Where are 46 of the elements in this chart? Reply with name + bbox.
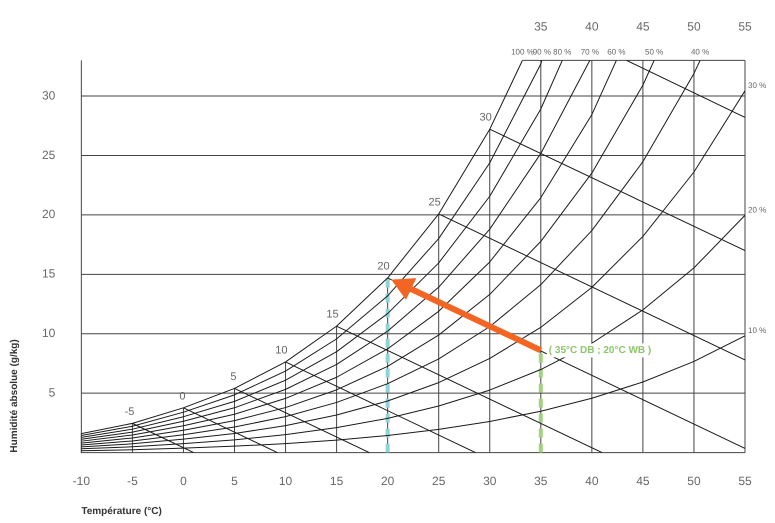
- y-tick-label: 25: [42, 148, 56, 162]
- x-tick-label: 55: [738, 474, 752, 488]
- y-axis-title: Humidité absolue (g/kg): [8, 339, 20, 453]
- series-label: 40 %: [690, 48, 710, 57]
- x-tick-label: 35: [534, 474, 548, 488]
- series-label: 10 %: [748, 326, 766, 335]
- x-tick-label: -10: [72, 474, 90, 488]
- x-tick-label: -5: [127, 474, 138, 488]
- x2-tick-label: 50: [687, 20, 701, 34]
- x-tick-label: 20: [380, 474, 395, 488]
- series-label: 25: [428, 196, 441, 208]
- x2-tick-label: 55: [738, 20, 752, 34]
- series-label: 5: [230, 370, 236, 383]
- x-axis-title: Température (°C): [81, 506, 162, 517]
- x-tick-label: 5: [231, 474, 238, 488]
- x2-tick-label: 35: [534, 20, 548, 34]
- y-tick-label: 10: [42, 326, 56, 340]
- x-tick-label: 30: [483, 474, 497, 488]
- series-label: 60 %: [607, 48, 626, 57]
- series-label: 30: [480, 112, 492, 124]
- series-label: 30 %: [748, 81, 766, 90]
- x2-tick-label: 45: [636, 20, 650, 34]
- x-tick-label: 15: [330, 474, 344, 488]
- series-label: 100 %: [511, 48, 534, 57]
- annotation: ( 35°C DB ; 20°C WB ): [548, 345, 652, 356]
- x-tick-label: 10: [278, 474, 293, 488]
- x-tick-label: 40: [585, 474, 599, 488]
- x-tick-label: 45: [636, 474, 650, 488]
- x-tick-label: 0: [180, 474, 188, 488]
- series-label: 15: [326, 308, 339, 321]
- series-label: 0: [179, 390, 186, 402]
- series-label: 20 %: [748, 205, 766, 214]
- y-tick-label: 20: [42, 207, 56, 222]
- series-label: 70 %: [580, 48, 599, 57]
- x-tick-label: 50: [687, 474, 701, 488]
- y-tick-label: 30: [42, 88, 56, 102]
- series-label: 90 %: [532, 48, 551, 57]
- series-label: 50 %: [645, 48, 664, 57]
- x-tick-label: 25: [432, 474, 446, 488]
- series-label: 80 %: [553, 48, 572, 57]
- y-tick-label: 5: [48, 385, 56, 400]
- series-label: 20: [377, 260, 390, 272]
- y-tick-label: 15: [42, 266, 56, 281]
- series-label: -5: [124, 406, 134, 418]
- x2-tick-label: 40: [585, 20, 599, 34]
- series-label: 10: [275, 344, 288, 356]
